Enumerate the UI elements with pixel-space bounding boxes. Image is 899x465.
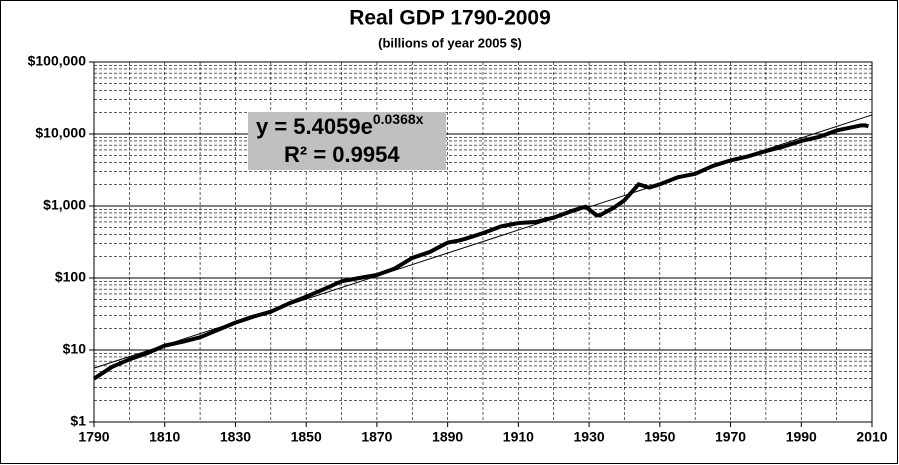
trend-equation: y = 5.4059e0.0368x: [256, 111, 424, 139]
x-tick-label: 1950: [644, 429, 675, 445]
y-tick-label: $1,000: [43, 197, 86, 213]
chart-subtitle: (billions of year 2005 $): [378, 35, 522, 50]
x-tick-label: 1850: [291, 429, 322, 445]
x-tick-label: 1810: [149, 429, 180, 445]
x-tick-label: 1970: [715, 429, 746, 445]
x-tick-label: 1790: [78, 429, 109, 445]
plot-frame: [93, 61, 873, 423]
equation-exponent: 0.0368x: [373, 111, 424, 127]
chart-title: Real GDP 1790-2009: [349, 7, 551, 30]
x-tick-label: 1930: [574, 429, 605, 445]
annotation-box: [248, 112, 446, 170]
equation-text: y = 5.4059e: [256, 114, 373, 139]
y-tick-label: $1: [70, 413, 86, 429]
y-tick-label: $100: [55, 269, 86, 285]
trend-line: [93, 114, 873, 369]
x-tick-label: 2010: [856, 429, 887, 445]
y-tick-label: $10: [63, 341, 87, 357]
plot-area: $1 $10 $100 $1,000 $10,000 $100,000 1790 1810 18…: [28, 53, 888, 445]
y-tick-label: $100,000: [28, 53, 87, 69]
x-tick-label: 1870: [361, 429, 392, 445]
r-squared: R² = 0.9954: [284, 142, 400, 167]
x-tick-label: 1990: [786, 429, 817, 445]
x-tick-label: 1830: [220, 429, 251, 445]
x-tick-label: 1890: [432, 429, 463, 445]
x-tick-label: 1910: [503, 429, 534, 445]
y-tick-label: $10,000: [35, 125, 86, 141]
